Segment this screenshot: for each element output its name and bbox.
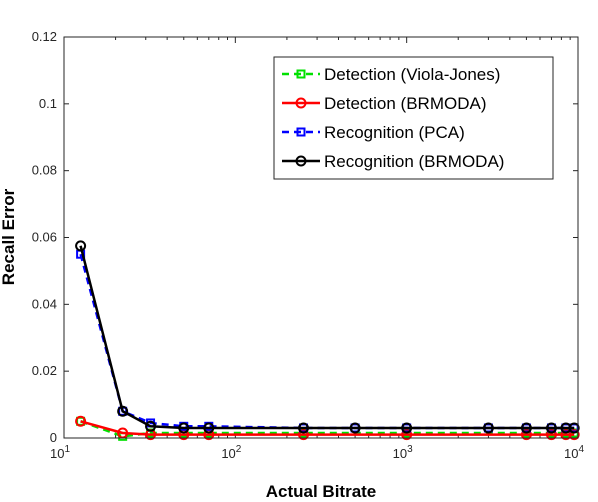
legend-box: [273, 56, 554, 180]
data-point: [117, 405, 129, 417]
x-tick-label: 102: [221, 444, 241, 461]
series-1: [75, 415, 580, 441]
legend-marker: [296, 127, 306, 137]
data-point: [545, 429, 557, 441]
y-tick-label: 0.1: [39, 96, 57, 111]
data-point: [568, 422, 580, 434]
data-point: [545, 422, 557, 434]
data-point: [75, 415, 87, 427]
data-point: [145, 420, 157, 432]
data-point: [298, 422, 310, 434]
plot-frame: [63, 36, 579, 439]
y-tick-label: 0.06: [32, 230, 57, 245]
x-tick-exponent: 2: [236, 444, 242, 455]
series-line: [79, 245, 575, 430]
legend-entry: Detection (Viola-Jones): [324, 65, 500, 84]
data-point: [298, 429, 310, 441]
data-point: [178, 422, 190, 434]
x-tick-exponent: 4: [578, 444, 584, 455]
data-point: [203, 422, 215, 434]
x-tick-base: 10: [393, 446, 407, 461]
x-tick-base: 10: [50, 446, 64, 461]
data-point: [401, 422, 413, 434]
data-point: [482, 422, 494, 434]
y-tick-label: 0.08: [32, 163, 57, 178]
legend-marker: [295, 155, 307, 167]
legend-marker: [295, 97, 307, 109]
y-tick-label: 0.04: [32, 296, 57, 311]
legend-marker: [296, 69, 306, 79]
x-tick-exponent: 3: [407, 444, 413, 455]
y-tick-label: 0.02: [32, 363, 57, 378]
x-tick-label: 101: [50, 444, 70, 461]
data-point: [520, 422, 532, 434]
x-tick-base: 10: [221, 446, 235, 461]
x-tick-base: 10: [564, 446, 578, 461]
data-point: [401, 429, 413, 441]
legend-entry: Recognition (PCA): [324, 123, 465, 142]
series-layer: [75, 240, 580, 441]
y-axis: 0 0.02 0.04 0.06 0.08 0.1 0.12: [32, 29, 578, 445]
data-point: [117, 427, 129, 439]
data-point: [349, 422, 361, 434]
x-tick-label: 103: [393, 444, 413, 461]
data-point: [520, 429, 532, 441]
series-3: [75, 240, 580, 434]
data-point: [568, 429, 580, 441]
x-axis-label: Actual Bitrate: [266, 482, 377, 501]
y-axis-label: Recall Error: [0, 188, 18, 285]
y-tick-label: 0: [50, 430, 57, 445]
y-tick-label: 0.12: [32, 29, 57, 44]
data-point: [75, 240, 87, 252]
legend: Detection (Viola-Jones) Detection (BRMODA…: [273, 56, 554, 180]
legend-entry: Detection (BRMODA): [324, 94, 486, 113]
x-tick-exponent: 1: [64, 444, 70, 455]
x-tick-label: 104: [564, 444, 584, 461]
legend-entry: Recognition (BRMODA): [324, 152, 504, 171]
